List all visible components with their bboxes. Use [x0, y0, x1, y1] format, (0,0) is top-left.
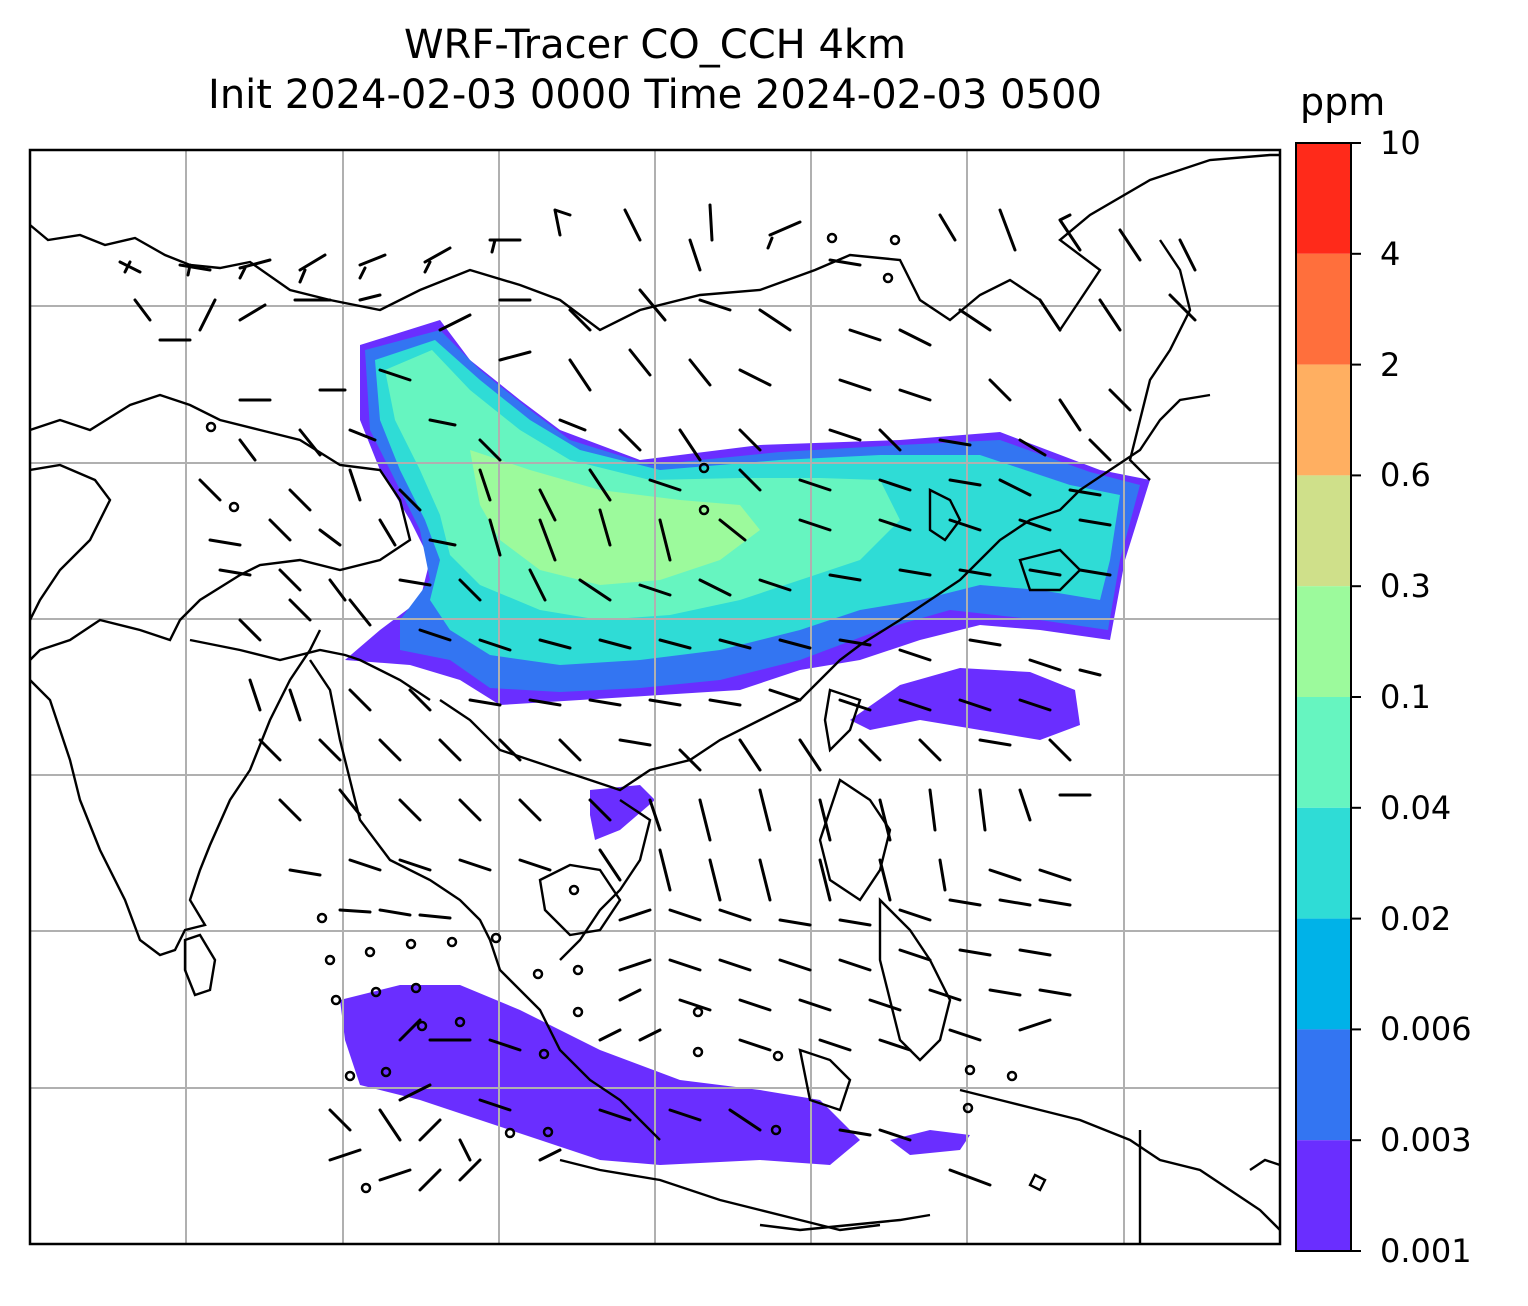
wind-barb-row-13 — [338, 898, 1072, 927]
co-tracer-plume-south — [340, 785, 970, 1165]
wind-barb-row-4 — [238, 418, 1112, 462]
colorbar — [1295, 142, 1361, 1252]
wind-barb-row-9 — [248, 678, 1052, 722]
colorbar-tick-label: 10 — [1380, 124, 1421, 162]
colorbar-segment — [1296, 475, 1351, 587]
wind-barb-row-16 — [328, 1108, 992, 1192]
wind-barb-row-15 — [398, 1018, 1052, 1142]
colorbar-segment — [1296, 143, 1351, 254]
colorbar-segment — [1296, 1140, 1351, 1251]
map-gridlines — [30, 150, 1280, 1244]
wind-barb-row-11 — [278, 788, 1092, 842]
title-line-2: Init 2024-02-03 0000 Time 2024-02-03 050… — [208, 72, 1102, 118]
calm-markers — [205, 232, 1018, 1194]
colorbar-segment — [1296, 918, 1351, 1030]
colorbar-segment — [1296, 253, 1351, 365]
colorbar-tick-label: 0.04 — [1380, 789, 1452, 827]
map-title: WRF-Tracer CO_CCH 4km Init 2024-02-03 00… — [30, 22, 1280, 122]
co-tracer-plume-east-band — [850, 668, 1080, 740]
colorbar-tick-label: 0.02 — [1380, 900, 1452, 938]
wind-barb-row-7 — [218, 568, 1112, 602]
colorbar-segment — [1296, 364, 1351, 476]
wind-barb-row-12 — [288, 848, 1072, 902]
wind-barb-row-5 — [198, 468, 1102, 522]
colorbar-segment — [1296, 807, 1351, 919]
colorbar-segment — [1296, 1029, 1351, 1141]
wind-barb-row-2 — [133, 288, 1197, 347]
wind-barb-row-1 — [118, 203, 1197, 284]
colorbar-segment — [1296, 586, 1351, 697]
wind-barb-row-3 — [238, 348, 1132, 432]
colorbar-tick-label: 2 — [1380, 346, 1401, 384]
colorbar-segment — [1296, 697, 1351, 808]
colorbar-tick-label: 0.1 — [1380, 678, 1431, 716]
wind-barb-row-14 — [618, 948, 1072, 1012]
wind-barb-row-6 — [208, 508, 1112, 562]
colorbar-tick-label: 0.003 — [1380, 1121, 1472, 1159]
colorbar-tick-label: 0.006 — [1380, 1010, 1472, 1048]
plume-layer-mid-high — [385, 350, 900, 620]
colorbar-tick-label: 0.3 — [1380, 567, 1431, 605]
coastlines-and-borders — [30, 153, 1280, 1244]
title-line-1: WRF-Tracer CO_CCH 4km — [403, 22, 907, 68]
colorbar-tick-label: 4 — [1380, 235, 1401, 273]
wind-barb-row-8 — [238, 598, 1102, 677]
colorbar-unit-label: ppm — [1300, 80, 1386, 124]
co-tracer-plume-north — [345, 320, 1150, 705]
colorbar-tick-label: 0.6 — [1380, 456, 1431, 494]
map-frame — [28, 148, 1282, 1246]
colorbar-tick-label: 0.001 — [1380, 1232, 1472, 1270]
wind-barb-row-10 — [258, 738, 1072, 772]
plume-layer-high — [470, 450, 760, 585]
wind-barbs — [118, 203, 1197, 1192]
